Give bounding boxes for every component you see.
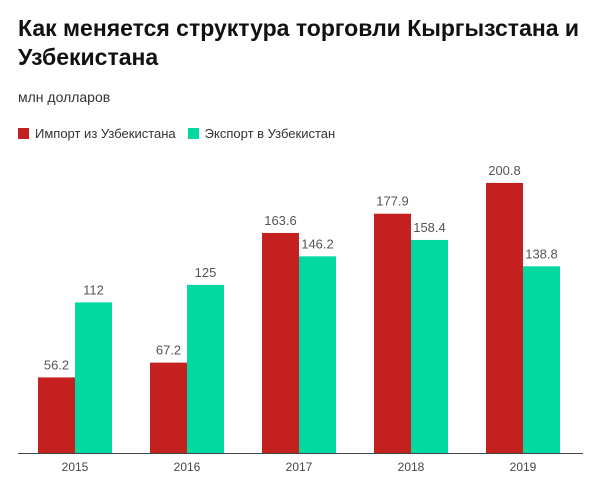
- bar-import-2015: [38, 377, 75, 453]
- legend-item-export: Экспорт в Узбекистан: [187, 126, 336, 141]
- x-tick-label-2019: 2019: [510, 460, 537, 474]
- data-label-import-2019: 200.8: [488, 163, 521, 178]
- bar-export-2017: [299, 256, 336, 453]
- data-label-export-2018: 158.4: [413, 220, 446, 235]
- data-label-import-2015: 56.2: [44, 357, 69, 372]
- legend-label-import: Импорт из Узбекистана: [35, 126, 176, 141]
- bar-import-2019: [486, 182, 523, 453]
- data-label-export-2019: 138.8: [525, 246, 558, 261]
- data-label-export-2015: 112: [83, 282, 104, 297]
- x-tick-label-2016: 2016: [174, 460, 201, 474]
- legend-swatch-import: [18, 128, 29, 139]
- x-tick-label-2018: 2018: [398, 460, 425, 474]
- data-label-import-2016: 67.2: [156, 343, 181, 358]
- bar-import-2018: [374, 213, 411, 453]
- chart-title: Как меняется структура торговли Кыргызст…: [18, 15, 580, 70]
- data-label-export-2016: 125: [195, 265, 217, 280]
- x-tick-label-2015: 2015: [62, 460, 89, 474]
- bar-import-2016: [150, 362, 187, 453]
- legend-label-export: Экспорт в Узбекистан: [204, 126, 336, 141]
- data-label-import-2017: 163.6: [264, 213, 297, 228]
- bar-export-2019: [523, 266, 560, 453]
- legend: Импорт из Узбекистана Экспорт в Узбекист…: [18, 126, 347, 141]
- x-tick-label-2017: 2017: [286, 460, 313, 474]
- bar-export-2015: [75, 302, 112, 453]
- legend-swatch-export: [187, 128, 199, 139]
- bar-export-2016: [187, 284, 224, 453]
- legend-item-import: Импорт из Узбекистана: [18, 126, 176, 141]
- bar-import-2017: [262, 232, 299, 453]
- data-label-import-2018: 177.9: [376, 194, 409, 209]
- data-label-export-2017: 146.2: [301, 236, 334, 251]
- bar-export-2018: [411, 239, 448, 453]
- chart-subtitle: млн долларов: [18, 89, 111, 105]
